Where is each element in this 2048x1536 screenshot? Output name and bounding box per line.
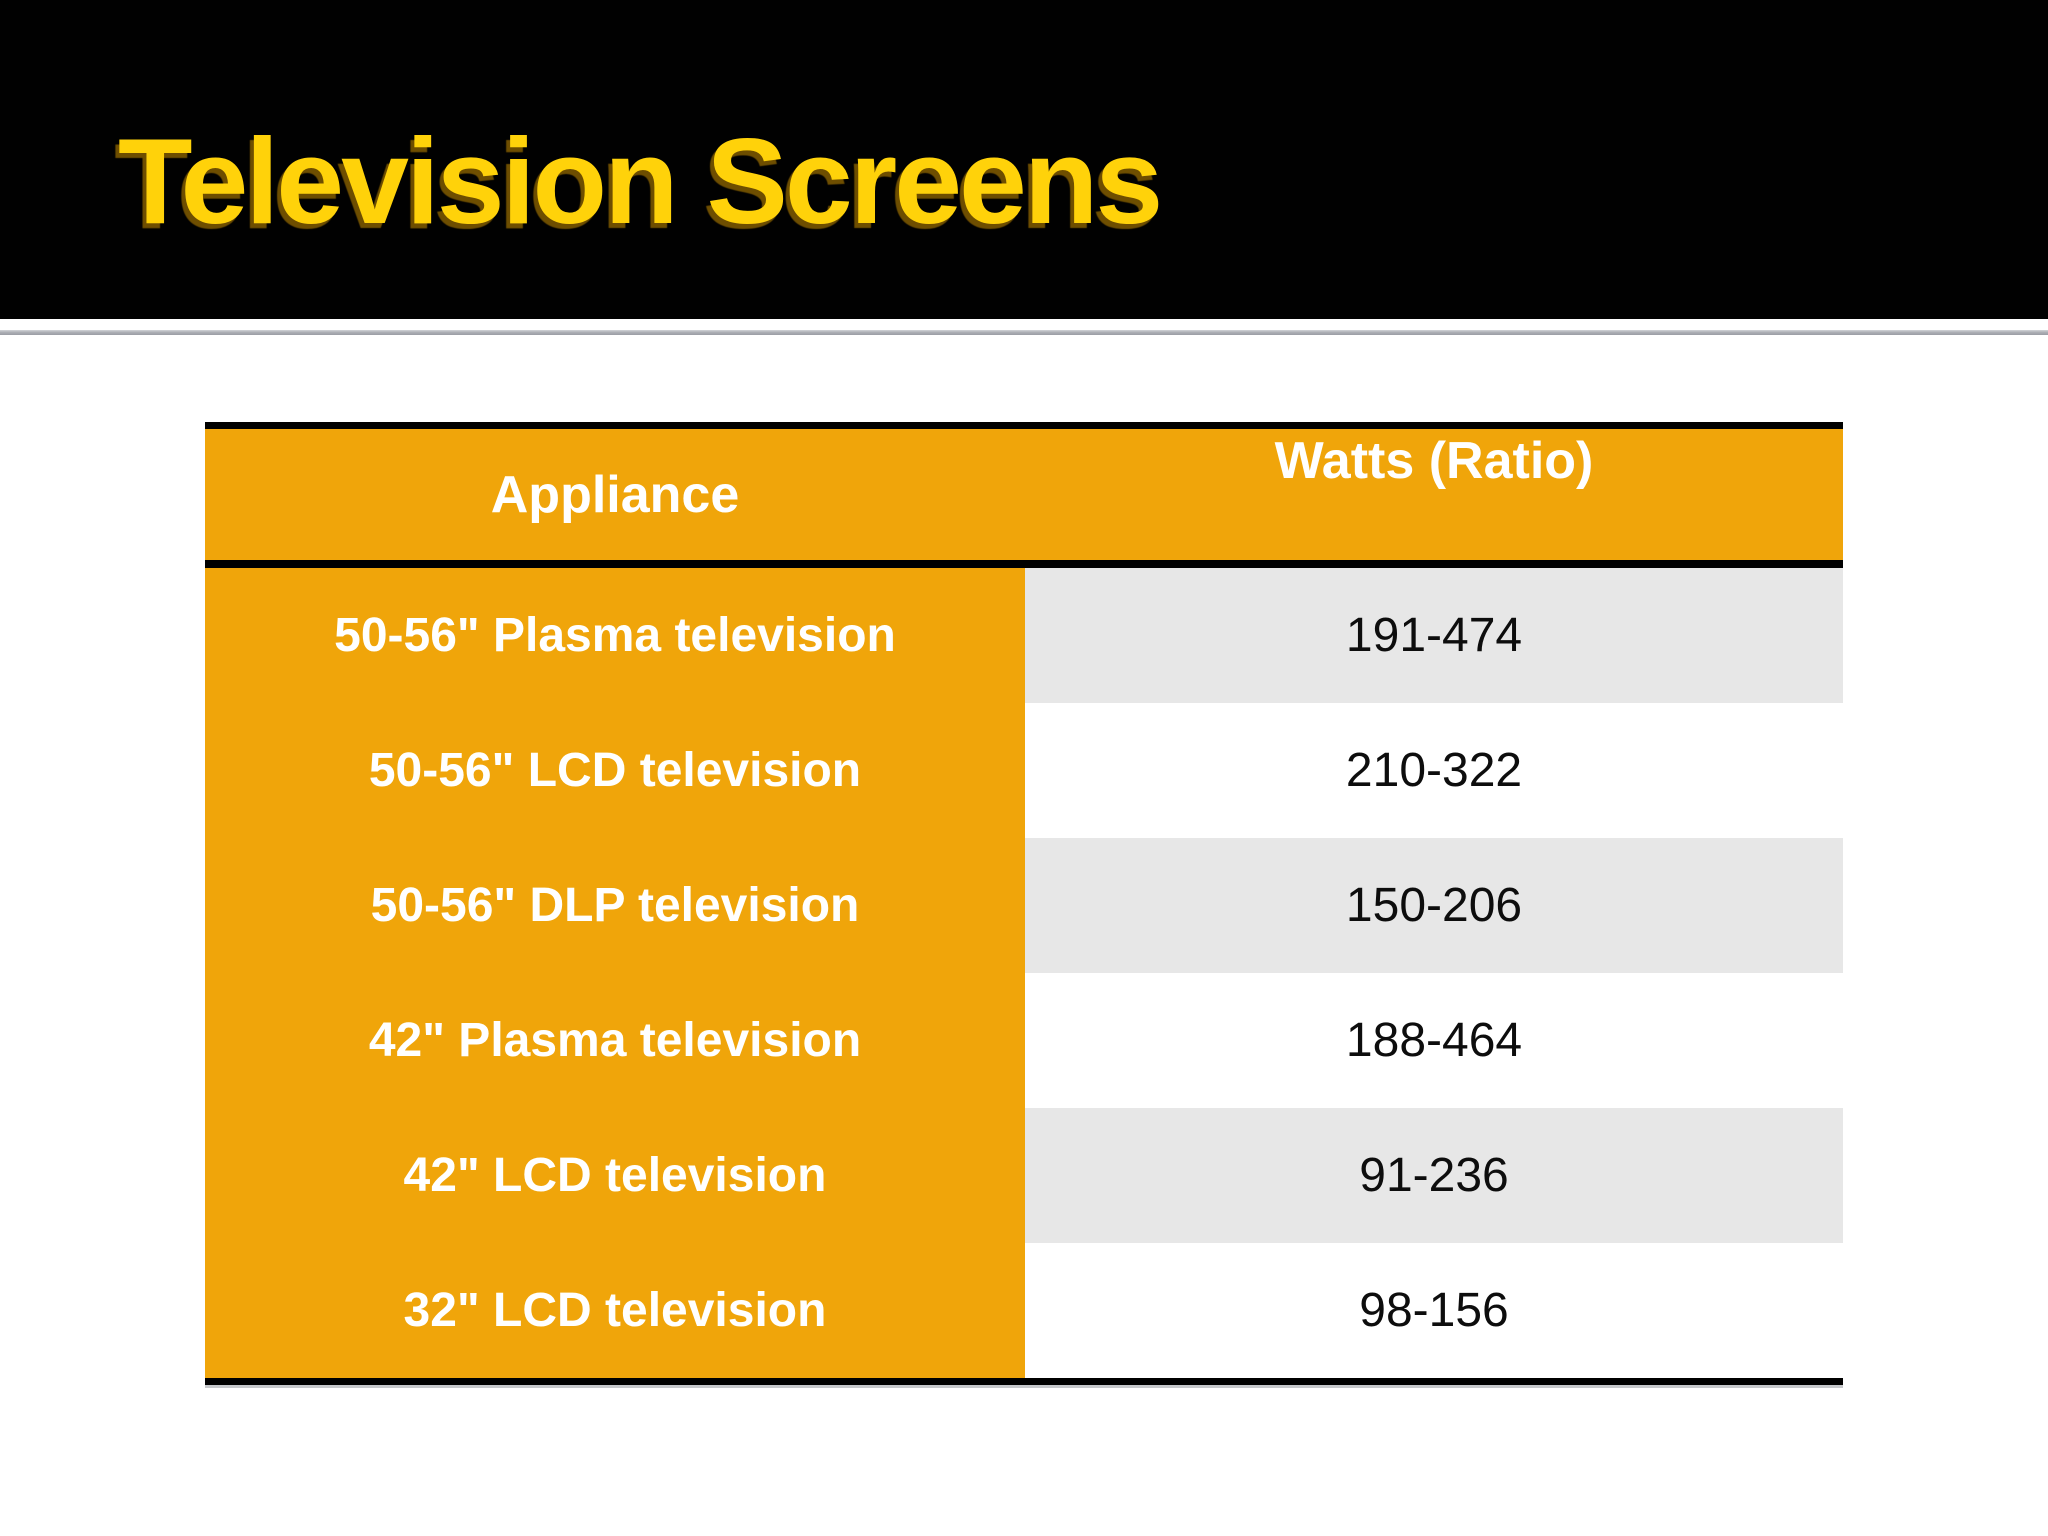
table-header-row: Appliance Watts (Ratio) xyxy=(205,429,1843,568)
appliance-cell: 42" Plasma television xyxy=(205,973,1025,1108)
table-row: 50-56" LCD television 210-322 xyxy=(205,703,1843,838)
watts-cell: 191-474 xyxy=(1025,568,1843,703)
appliance-cell: 50-56" LCD television xyxy=(205,703,1025,838)
table-body: 50-56" Plasma television 191-474 50-56" … xyxy=(205,568,1843,1378)
table-row: 50-56" Plasma television 191-474 xyxy=(205,568,1843,703)
appliance-cell: 50-56" Plasma television xyxy=(205,568,1025,703)
watts-cell: 210-322 xyxy=(1025,703,1843,838)
watts-header-cell: Watts (Ratio) xyxy=(1274,431,1594,490)
slide-title: Television Screens xyxy=(118,113,1163,249)
title-banner: Television Screens xyxy=(0,0,2048,319)
appliance-watts-table: Appliance Watts (Ratio) 50-56" Plasma te… xyxy=(205,422,1843,1385)
table-row: 42" Plasma television 188-464 xyxy=(205,973,1843,1108)
table-row: 42" LCD television 91-236 xyxy=(205,1108,1843,1243)
appliance-cell: 42" LCD television xyxy=(205,1108,1025,1243)
watts-cell: 150-206 xyxy=(1025,838,1843,973)
appliance-header-cell: Appliance xyxy=(490,465,740,524)
watts-cell: 188-464 xyxy=(1025,973,1843,1108)
watts-cell: 98-156 xyxy=(1025,1243,1843,1378)
watts-cell: 91-236 xyxy=(1025,1108,1843,1243)
appliance-cell: 32" LCD television xyxy=(205,1243,1025,1378)
table-row: 32" LCD television 98-156 xyxy=(205,1243,1843,1378)
appliance-cell: 50-56" DLP television xyxy=(205,838,1025,973)
table-row: 50-56" DLP television 150-206 xyxy=(205,838,1843,973)
banner-divider-line xyxy=(0,330,2048,335)
